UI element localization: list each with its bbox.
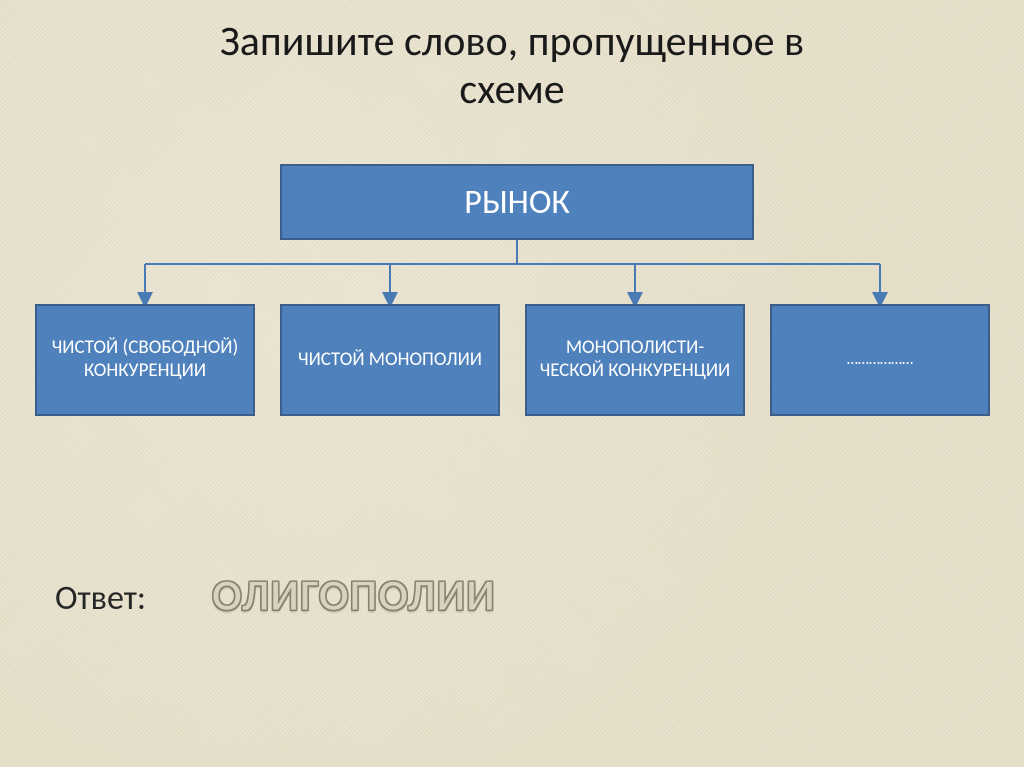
diagram-leaf-4-label: ……………… (847, 350, 913, 369)
answer-label: Ответ: (55, 578, 146, 619)
slide: Запишите слово, пропущенное в схеме РЫНО… (0, 0, 1024, 767)
diagram-leaf-1-label: ЧИСТОЙ (СВОБОДНОЙ) КОНКУРЕНЦИИ (45, 337, 245, 383)
diagram-leaf-3-label: МОНОПОЛИСТИ-ЧЕСКОЙ КОНКУРЕНЦИИ (535, 337, 735, 383)
title-line-1: Запишите слово, пропущенное в (220, 16, 804, 67)
title-line-2: схеме (459, 64, 564, 115)
diagram-leaf-3: МОНОПОЛИСТИ-ЧЕСКОЙ КОНКУРЕНЦИИ (525, 304, 745, 416)
diagram-leaf-2: ЧИСТОЙ МОНОПОЛИИ (280, 304, 500, 416)
slide-title: Запишите слово, пропущенное в схеме (0, 18, 1024, 115)
diagram-root-label: РЫНОК (464, 182, 570, 223)
diagram-leaf-2-label: ЧИСТОЙ МОНОПОЛИИ (298, 349, 482, 372)
diagram-root-box: РЫНОК (280, 164, 754, 240)
diagram-leaf-4: ……………… (770, 304, 990, 416)
answer-value: ОЛИГОПОЛИИ (212, 568, 496, 622)
diagram-leaf-1: ЧИСТОЙ (СВОБОДНОЙ) КОНКУРЕНЦИИ (35, 304, 255, 416)
